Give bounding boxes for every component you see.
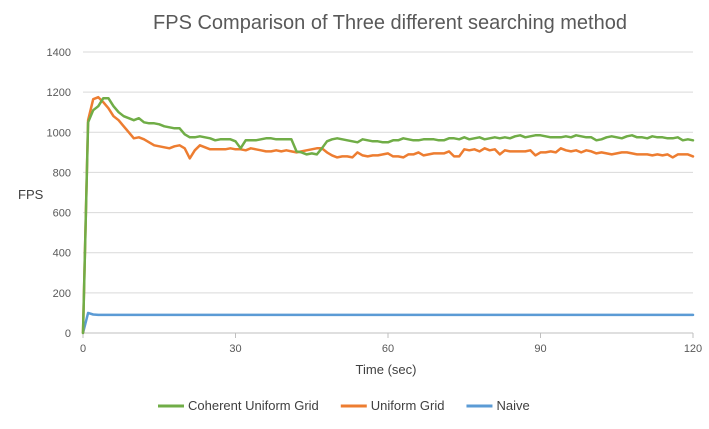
x-axis-ticks: 0 30 60 90 120 xyxy=(80,333,702,355)
y-tick-label: 1200 xyxy=(47,87,71,99)
y-tick-label: 400 xyxy=(53,248,71,260)
legend-item: Uniform Grid xyxy=(340,398,445,413)
y-tick-label: 800 xyxy=(53,167,71,179)
y-tick-label: 200 xyxy=(53,288,71,300)
legend-item: Coherent Uniform Grid xyxy=(158,398,319,413)
x-tick-label: 60 xyxy=(382,343,394,355)
x-tick-label: 0 xyxy=(80,343,86,355)
series-line-uniform-grid xyxy=(81,95,695,335)
x-axis-label: Time (sec) xyxy=(356,362,417,377)
y-tick-label: 600 xyxy=(53,208,71,220)
x-tick-label: 90 xyxy=(534,343,546,355)
y-axis-label: FPS xyxy=(18,187,44,202)
legend-label: Coherent Uniform Grid xyxy=(188,398,319,413)
legend-label: Uniform Grid xyxy=(371,398,445,413)
gridlines xyxy=(83,51,693,294)
legend-item: Naive xyxy=(466,398,530,413)
x-tick-label: 30 xyxy=(229,343,241,355)
legend: Coherent Uniform Grid Uniform Grid Naive xyxy=(158,398,530,413)
y-tick-label: 1000 xyxy=(47,127,71,139)
y-tick-label: 0 xyxy=(65,328,71,340)
y-axis-ticks: 0 200 400 600 800 1000 1200 1400 xyxy=(47,47,71,340)
chart-title: FPS Comparison of Three different search… xyxy=(153,12,627,34)
series-lines xyxy=(81,95,695,335)
x-tick-label: 120 xyxy=(684,343,702,355)
series-line-coherent-uniform-grid xyxy=(81,96,695,335)
legend-label: Naive xyxy=(496,398,529,413)
series-line-naive xyxy=(81,311,695,335)
y-tick-label: 1400 xyxy=(47,47,71,59)
